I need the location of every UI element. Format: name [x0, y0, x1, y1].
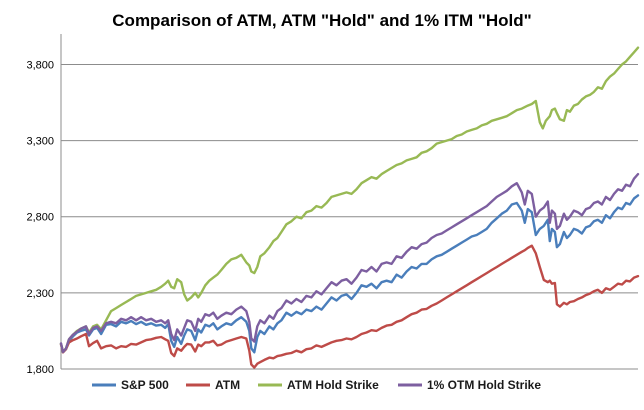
y-tick-label: 3,300: [26, 136, 54, 148]
series-line-1-otm-hold-strike: [59, 172, 640, 354]
y-tick-label: 2,300: [26, 288, 54, 300]
legend-label-1-otm-hold-strike: 1% OTM Hold Strike: [427, 378, 541, 392]
y-axis-tick-labels: 1,800 2,300 2,800 3,300 3,800: [26, 59, 54, 376]
legend-label-atm: ATM: [215, 378, 240, 392]
legend: S&P 500 ATM ATM Hold Strike 1% OTM Hold Str…: [92, 378, 541, 392]
chart-title: Comparison of ATM, ATM "Hold" and 1% ITM…: [112, 11, 531, 30]
gridlines: [61, 63, 638, 370]
legend-label-s-p-500: S&P 500: [121, 378, 169, 392]
series-line-atm: [59, 244, 640, 369]
y-tick-label: 2,800: [26, 212, 54, 224]
y-tick-label: 1,800: [26, 364, 54, 376]
series-line-s-p-500: [59, 194, 640, 354]
y-tick-label: 3,800: [26, 59, 54, 71]
series-line-atm-hold-strike: [59, 46, 640, 353]
legend-label-atm-hold-strike: ATM Hold Strike: [287, 378, 379, 392]
plot-series: [59, 46, 640, 369]
